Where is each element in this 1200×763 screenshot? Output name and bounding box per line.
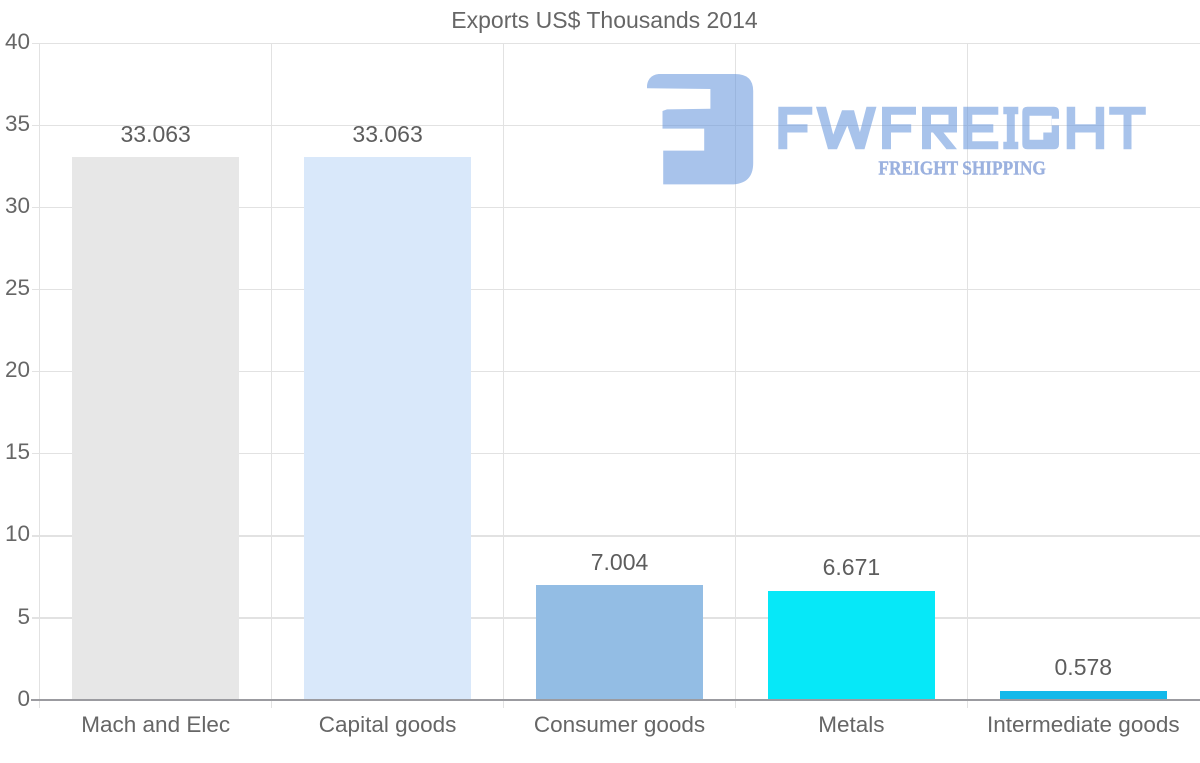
svg-text:FREIGHT SHIPPING: FREIGHT SHIPPING: [878, 158, 1046, 180]
